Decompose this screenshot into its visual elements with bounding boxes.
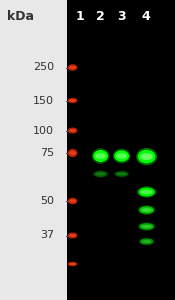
Text: 250: 250 [33,62,54,73]
Ellipse shape [137,186,156,198]
Ellipse shape [94,171,107,177]
Ellipse shape [68,198,77,204]
Ellipse shape [95,153,106,159]
Ellipse shape [139,238,155,245]
Ellipse shape [68,128,77,134]
Ellipse shape [138,150,156,163]
Text: 1: 1 [75,11,84,23]
Ellipse shape [68,232,77,238]
Ellipse shape [68,262,77,266]
Ellipse shape [140,238,153,244]
Text: 75: 75 [40,148,54,158]
Ellipse shape [138,188,155,196]
Ellipse shape [139,223,154,230]
Ellipse shape [69,129,76,132]
Ellipse shape [141,225,152,228]
Ellipse shape [113,148,130,164]
Text: 50: 50 [40,196,54,206]
FancyBboxPatch shape [0,0,66,300]
Text: 100: 100 [33,125,54,136]
Ellipse shape [69,234,76,237]
Ellipse shape [141,190,152,194]
Ellipse shape [69,151,76,155]
Ellipse shape [69,99,76,102]
Text: 2: 2 [96,11,105,23]
Ellipse shape [139,206,154,214]
Ellipse shape [142,240,151,243]
Ellipse shape [93,150,108,162]
Ellipse shape [115,171,128,177]
Ellipse shape [69,66,76,69]
Ellipse shape [93,170,108,178]
Text: 3: 3 [117,11,126,23]
Ellipse shape [114,150,129,162]
Ellipse shape [138,205,155,215]
Ellipse shape [138,222,155,231]
Ellipse shape [68,64,77,71]
Text: 150: 150 [33,95,54,106]
Ellipse shape [140,153,153,160]
Ellipse shape [68,149,77,157]
Ellipse shape [141,208,152,212]
Text: 4: 4 [142,11,150,23]
Ellipse shape [117,173,126,175]
Ellipse shape [92,148,109,164]
Ellipse shape [96,172,105,176]
Ellipse shape [69,263,76,265]
Ellipse shape [136,148,157,165]
Text: kDa: kDa [8,11,34,23]
Ellipse shape [116,153,127,159]
Text: 37: 37 [40,230,54,241]
Ellipse shape [69,199,76,203]
Ellipse shape [114,170,130,178]
Ellipse shape [68,98,77,103]
